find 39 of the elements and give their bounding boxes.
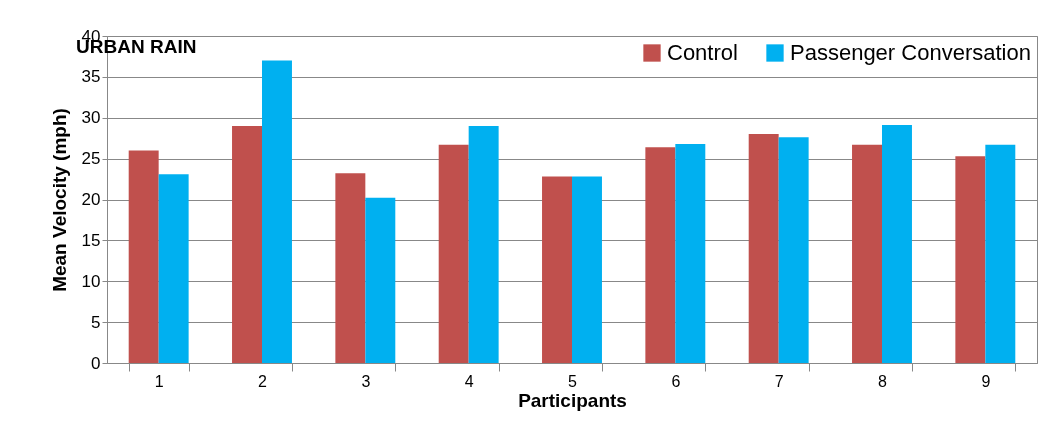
y-tick-label: 10 — [81, 271, 101, 291]
bar — [365, 197, 396, 363]
y-tick-label: 0 — [91, 353, 101, 373]
bar — [232, 125, 262, 363]
bar — [852, 144, 882, 363]
legend-label: Passenger Conversation — [790, 40, 1031, 65]
x-tick-label: 9 — [981, 372, 991, 390]
bar — [128, 150, 159, 363]
x-tick-label: 1 — [154, 372, 164, 390]
bar — [438, 144, 469, 363]
bar — [468, 125, 499, 363]
y-tick-label: 25 — [81, 149, 101, 169]
bar — [572, 176, 602, 363]
bar — [158, 174, 189, 363]
bar — [778, 137, 809, 363]
bar — [542, 176, 572, 363]
y-tick-label: 15 — [81, 230, 101, 250]
legend-label: Control — [667, 40, 738, 65]
bar — [985, 144, 1016, 363]
x-tick-label: 4 — [464, 372, 474, 390]
y-tick-label: 5 — [91, 312, 101, 332]
x-tick-label: 8 — [878, 372, 888, 390]
bar — [675, 143, 706, 363]
bar — [645, 147, 676, 363]
y-tick-label: 20 — [81, 190, 101, 209]
y-axis-title: Mean Velocity (mph) — [48, 108, 70, 292]
y-tick-label: 30 — [81, 108, 101, 128]
x-tick-label: 6 — [671, 372, 681, 390]
x-axis-title: Participants — [518, 389, 627, 411]
x-tick-label: 7 — [774, 372, 784, 390]
bar — [955, 156, 986, 363]
bar — [748, 134, 779, 363]
x-tick-label: 3 — [361, 372, 371, 390]
x-tick-label: 2 — [258, 372, 268, 390]
bar — [335, 173, 366, 363]
bar — [882, 125, 912, 363]
y-tick-label: 35 — [81, 67, 101, 87]
x-tick-label: 5 — [568, 372, 578, 390]
bar — [262, 60, 292, 363]
